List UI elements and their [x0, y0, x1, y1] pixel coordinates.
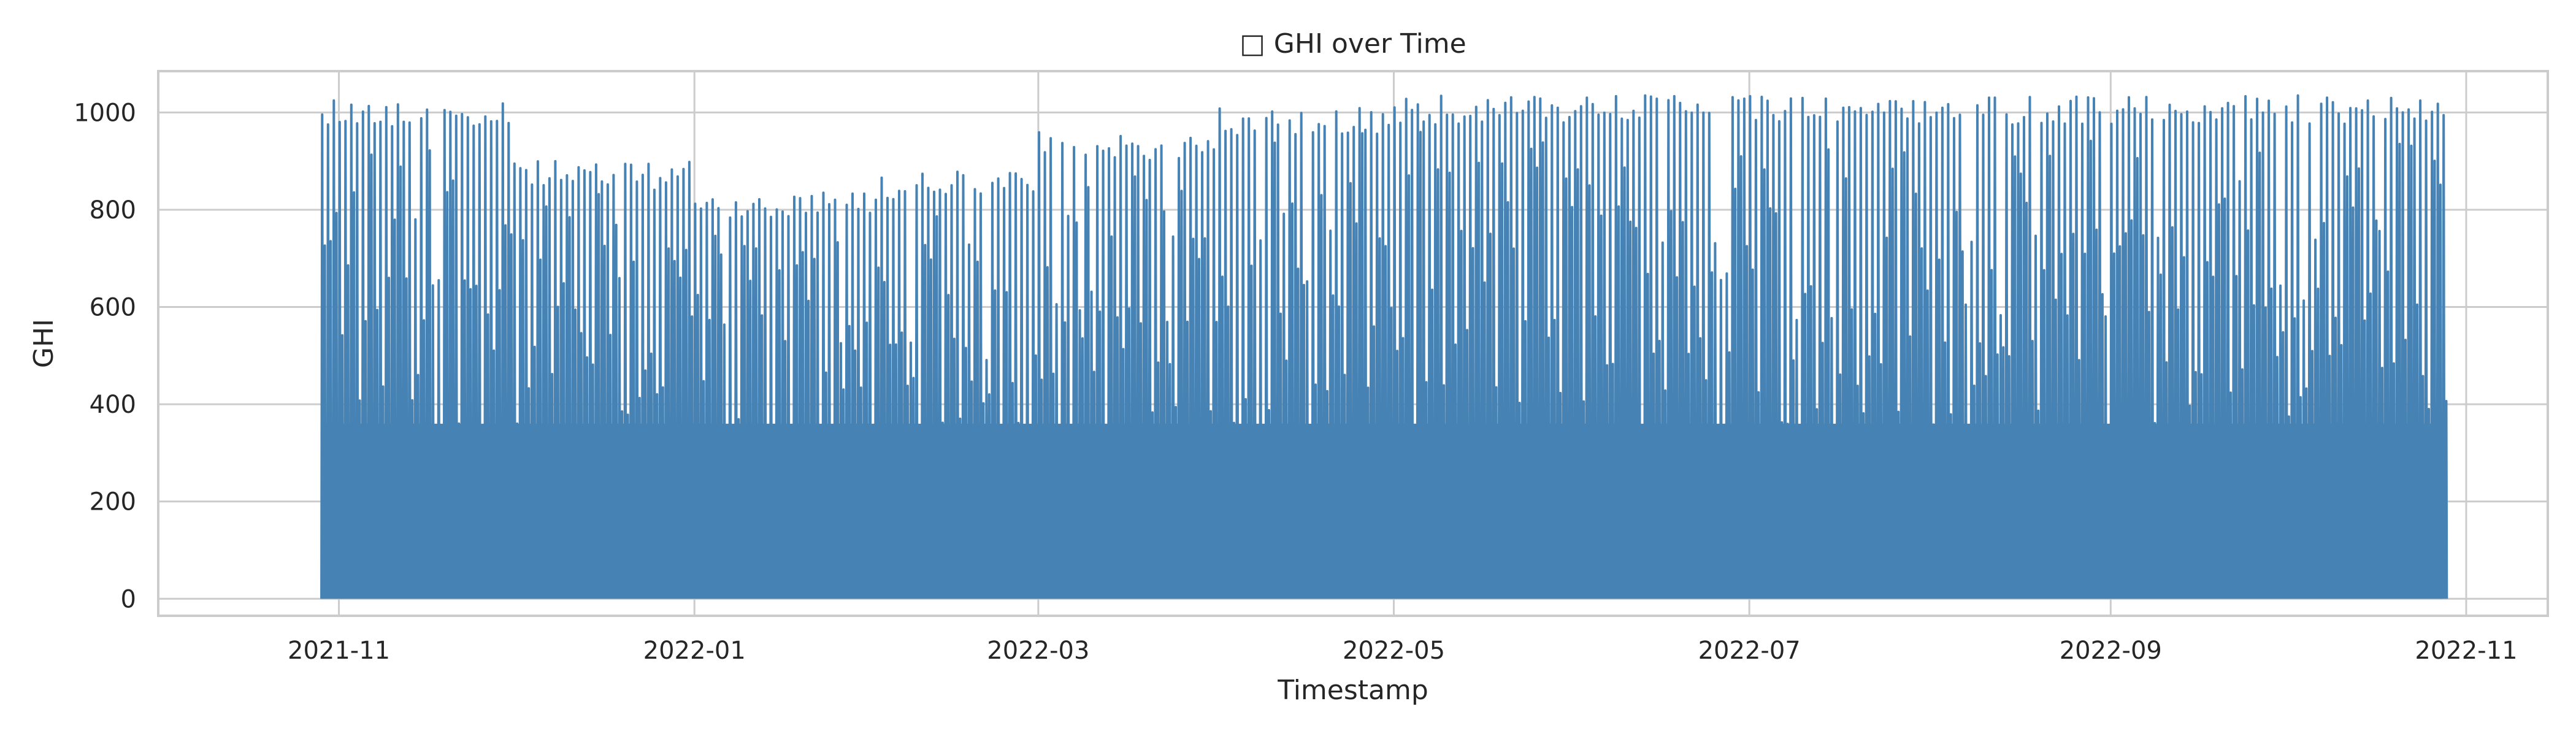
y-tick-label: 800 — [90, 196, 136, 224]
x-axis-label: Timestamp — [1277, 675, 1428, 706]
y-tick-label: 600 — [90, 294, 136, 322]
x-tick-label: 2021-11 — [288, 637, 390, 665]
x-tick-label: 2022-11 — [2415, 637, 2517, 665]
y-tick-label: 400 — [90, 391, 136, 419]
y-tick-label: 0 — [121, 585, 136, 613]
y-tick-label: 200 — [90, 488, 136, 516]
chart-title: □ GHI over Time — [1240, 28, 1466, 59]
x-tick-label: 2022-05 — [1343, 637, 1445, 665]
x-tick-label: 2022-03 — [987, 637, 1089, 665]
y-tick-label: 1000 — [74, 99, 136, 127]
x-tick-label: 2022-01 — [643, 637, 746, 665]
y-axis-label: GHI — [28, 319, 59, 368]
plot-frame — [157, 70, 2549, 617]
ghi-line — [320, 94, 2448, 599]
tick-labels: 0 200 400 600 800 1000 2021-11 2022-01 2022-03 20… — [74, 99, 2517, 665]
x-tick-label: 2022-07 — [1698, 637, 1801, 665]
ghi-series — [320, 94, 2448, 599]
x-tick-label: 2022-09 — [2060, 637, 2162, 665]
